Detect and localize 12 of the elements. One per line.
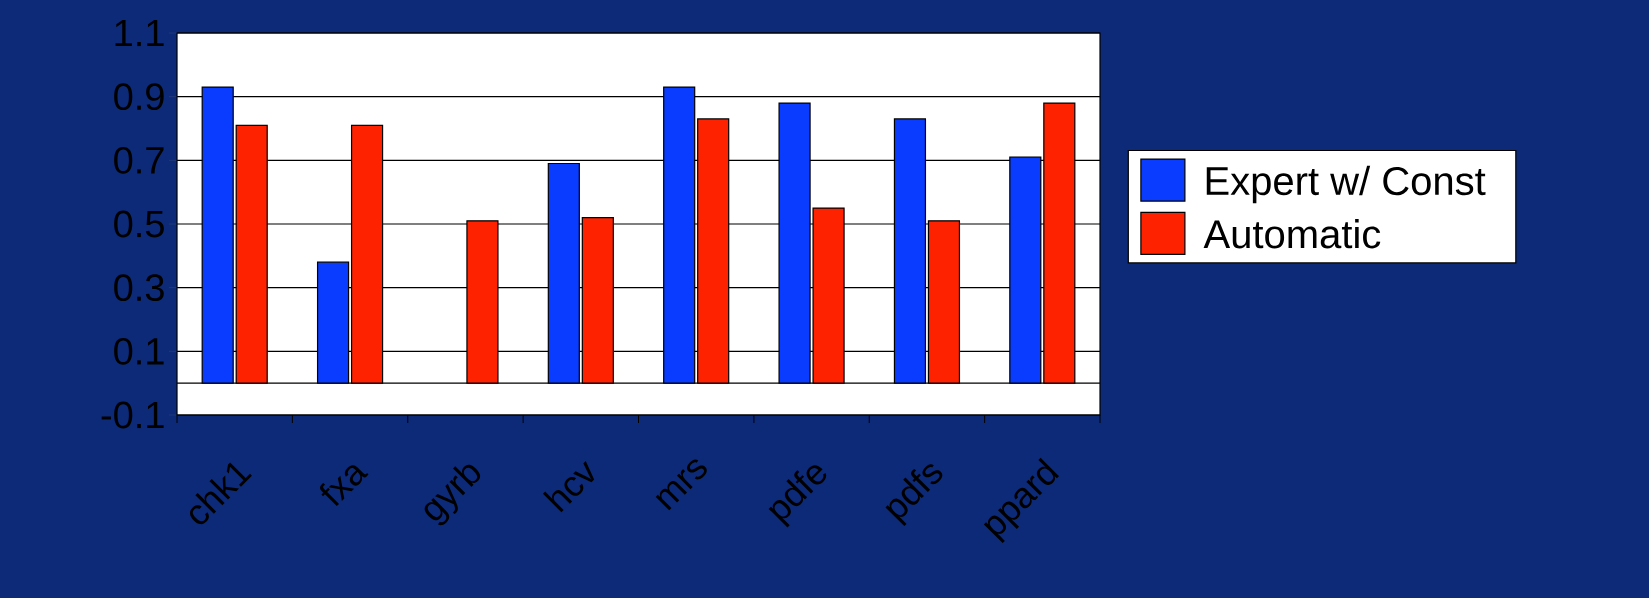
y-tick-label: 0.3 xyxy=(114,274,164,302)
x-tick-label: fxa xyxy=(319,465,369,507)
y-tick-label: 0.9 xyxy=(114,83,164,111)
y-tick-label: 0.7 xyxy=(114,146,164,174)
legend-label: Automatic xyxy=(1203,219,1381,249)
x-tick-label: hcv xyxy=(542,461,595,513)
legend-label: Expert w/ Const xyxy=(1206,165,1486,204)
y-tick-label: -0.1 xyxy=(101,401,164,429)
y-tick-label: 0.1 xyxy=(114,337,164,365)
y-tick-label: 1.1 xyxy=(115,19,164,47)
y-tick-label: 0.5 xyxy=(114,210,164,238)
x-tick-label: mrs xyxy=(655,459,707,511)
